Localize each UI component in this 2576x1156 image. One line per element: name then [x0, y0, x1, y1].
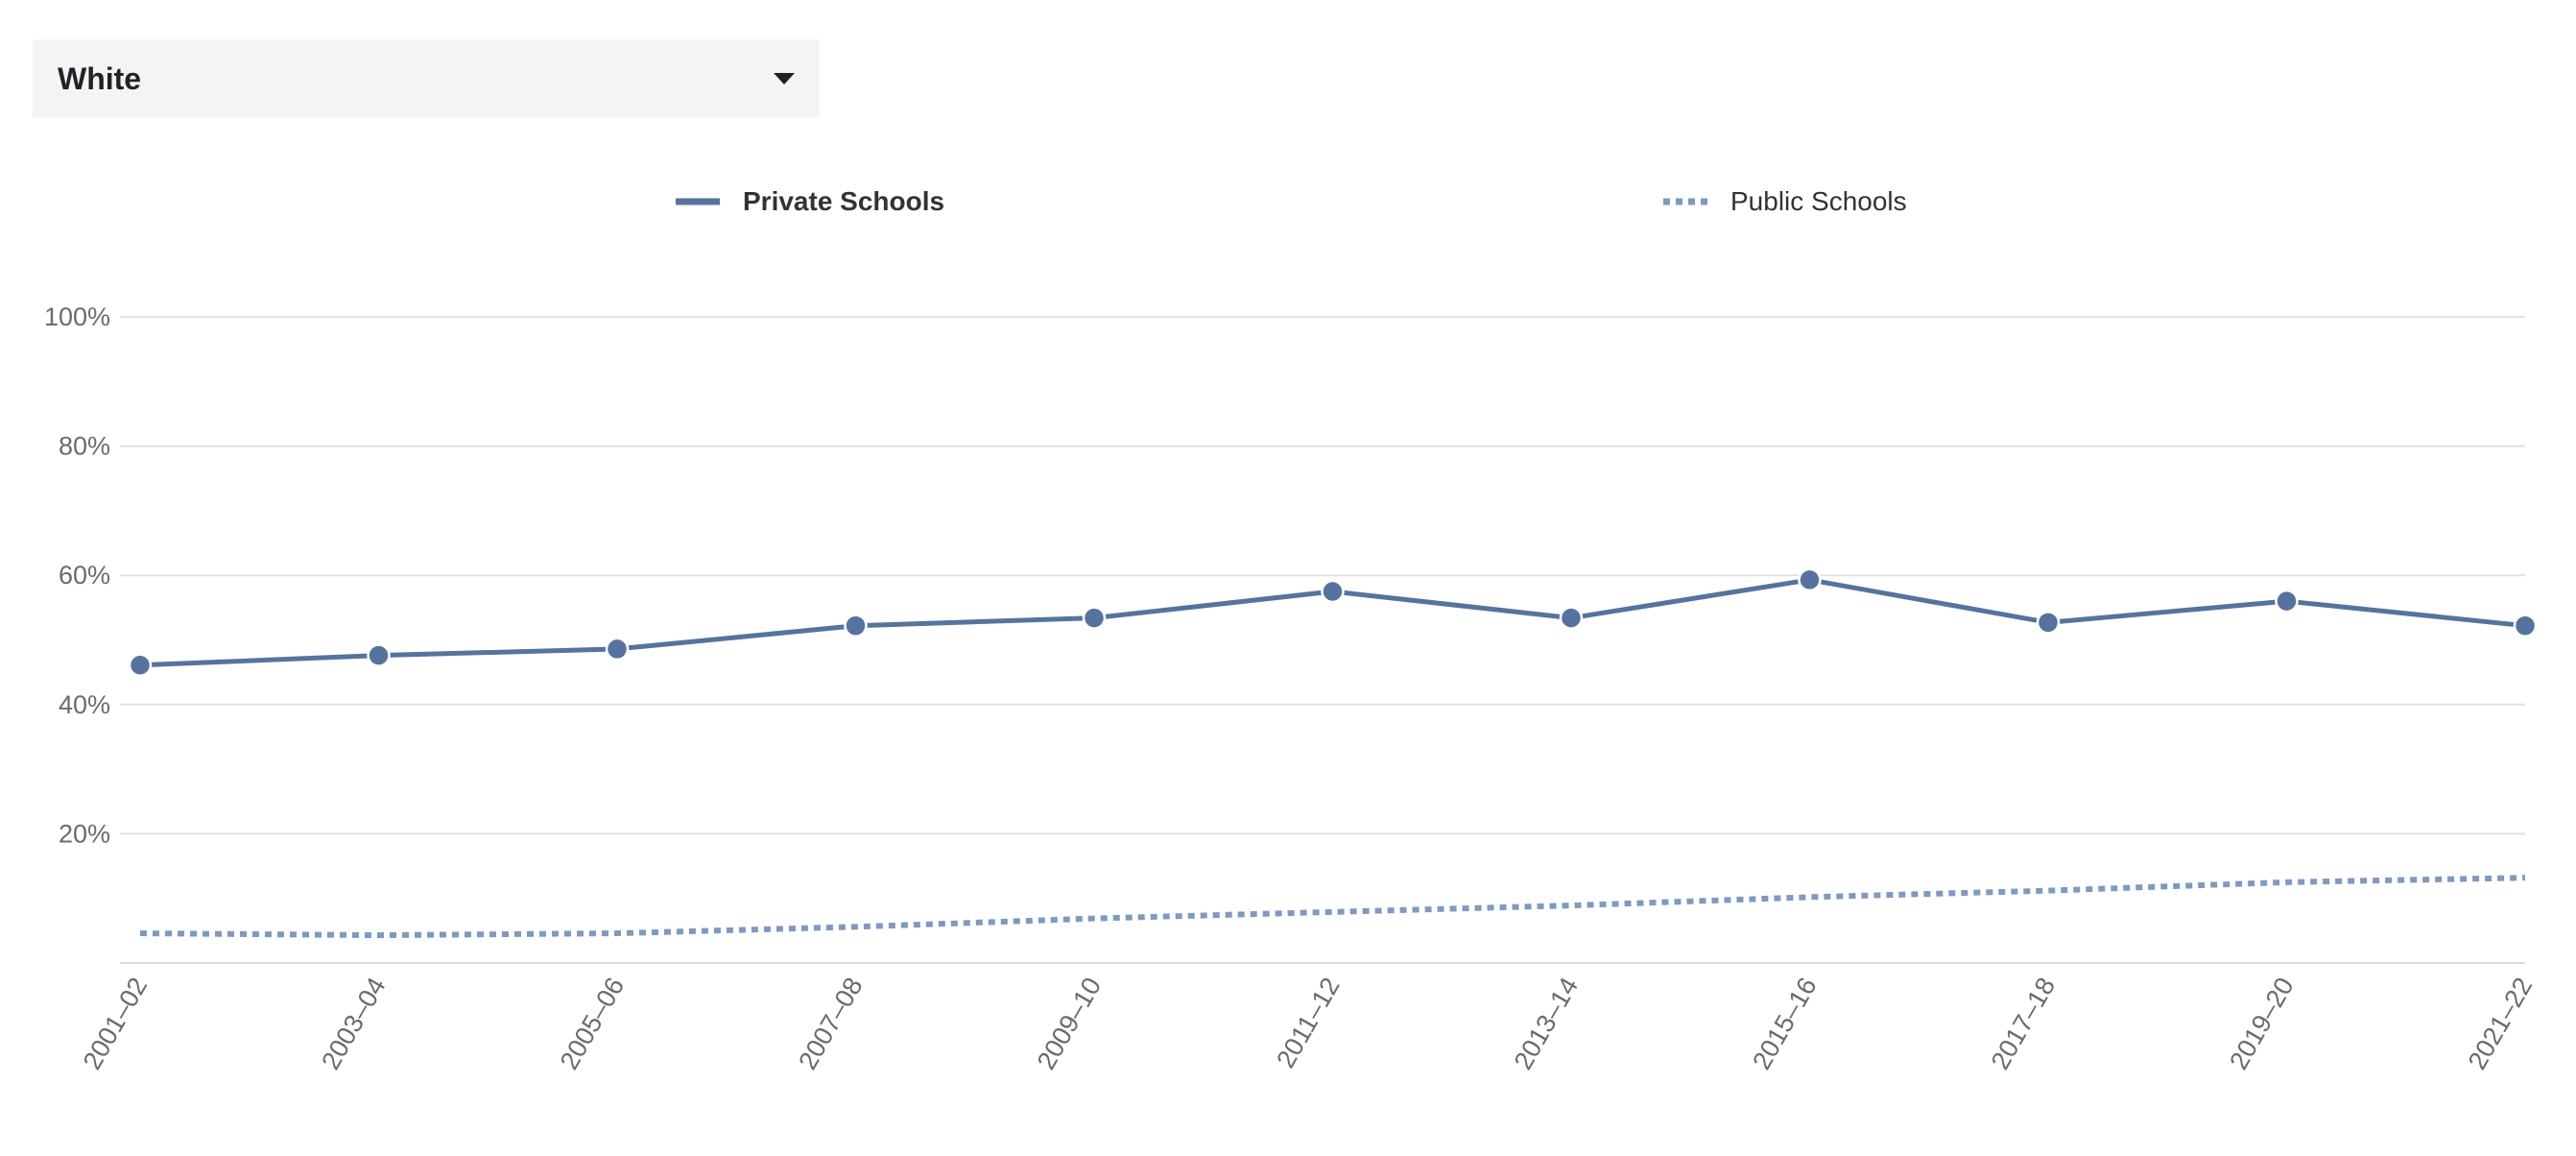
data-point: [2275, 589, 2299, 614]
x-tick-label: 2001–02: [78, 973, 154, 1074]
data-point: [1798, 567, 1822, 592]
legend-public-schools[interactable]: Public Schools: [1663, 186, 1907, 217]
data-point: [128, 653, 153, 677]
y-tick-label: 20%: [59, 819, 110, 848]
x-tick-label: 2019–20: [2224, 973, 2300, 1074]
group-select-value: White: [58, 60, 142, 96]
y-tick-label: 100%: [44, 302, 110, 331]
data-point: [367, 643, 391, 667]
legend-solid-line-icon: [676, 198, 720, 205]
data-point: [2036, 611, 2061, 635]
chevron-down-icon: [774, 73, 795, 84]
x-tick-label: 2013–14: [1509, 973, 1585, 1074]
x-tick-label: 2015–16: [1747, 973, 1823, 1074]
x-tick-label: 2009–10: [1032, 973, 1108, 1074]
y-tick-label: 80%: [59, 432, 110, 461]
legend-private-schools[interactable]: Private Schools: [676, 186, 944, 217]
legend-label: Public Schools: [1730, 186, 1907, 216]
group-select-dropdown[interactable]: White: [33, 39, 820, 118]
data-point: [605, 637, 630, 662]
y-tick-label: 40%: [59, 690, 110, 719]
x-tick-label: 2011–12: [1271, 973, 1346, 1072]
x-tick-label: 2017–18: [1986, 973, 2062, 1074]
x-tick-label: 2007–08: [793, 973, 869, 1074]
data-point: [1082, 606, 1107, 630]
legend-label: Private Schools: [743, 186, 945, 216]
data-point: [844, 614, 868, 638]
y-tick-label: 60%: [59, 561, 110, 590]
x-tick-label: 2005–06: [555, 973, 631, 1074]
data-point: [1321, 579, 1345, 604]
x-tick-label: 2003–04: [316, 973, 392, 1074]
x-tick-label: 2021–22: [2463, 973, 2539, 1074]
series-line-public-schools: [139, 875, 2526, 939]
data-point: [1559, 606, 1584, 630]
data-point: [2513, 614, 2538, 638]
